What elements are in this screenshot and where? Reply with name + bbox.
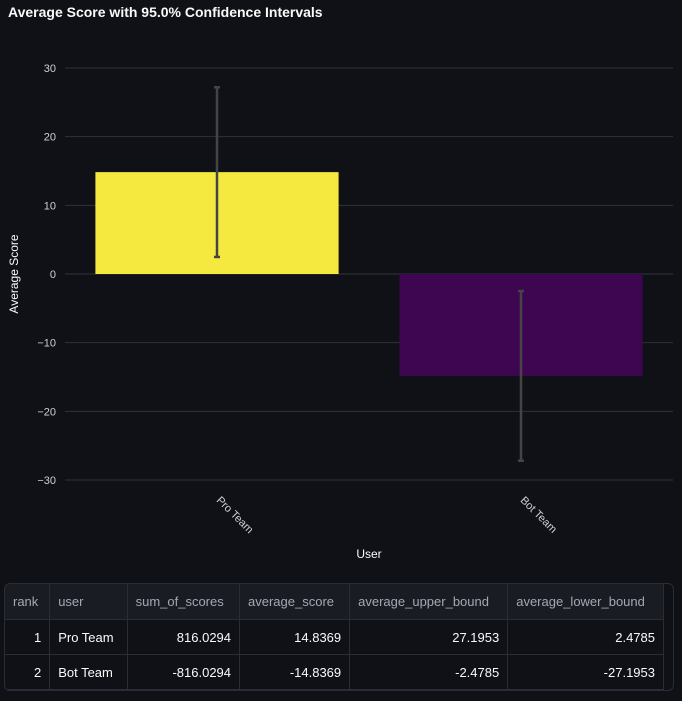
table-row: 1 Pro Team 816.0294 14.8369 27.1953 2.47…: [5, 619, 664, 655]
x-axis-label: User: [356, 547, 381, 561]
y-tick-label: 30: [44, 63, 56, 75]
cell-average[interactable]: 14.8369: [239, 619, 351, 655]
cell-average[interactable]: -14.8369: [239, 654, 351, 690]
cell-lower[interactable]: 2.4785: [507, 619, 664, 655]
y-tick-label: 0: [50, 269, 56, 281]
x-tick-label: Pro Team: [214, 494, 256, 536]
column-header[interactable]: rank: [5, 584, 51, 620]
column-header[interactable]: sum_of_scores: [127, 584, 241, 620]
column-header[interactable]: user: [49, 584, 128, 620]
column-header[interactable]: average_lower_bound: [507, 584, 664, 620]
cell-lower[interactable]: -27.1953: [507, 654, 664, 690]
cell-user[interactable]: Pro Team: [49, 619, 128, 655]
column-header[interactable]: average_upper_bound: [349, 584, 509, 620]
column-header[interactable]: average_score: [239, 584, 351, 620]
bar-chart: 30 20 10 0 −10 −20 −30 Pro Team Bot Team User Aver…: [7, 63, 673, 561]
cell-rank[interactable]: 1: [5, 619, 51, 655]
cell-user[interactable]: Bot Team: [49, 654, 128, 690]
cell-rank[interactable]: 2: [5, 654, 51, 690]
y-tick-label: −20: [37, 406, 56, 418]
y-tick-label: 10: [44, 200, 56, 212]
x-tick-label: Bot Team: [518, 494, 559, 535]
table-header-row: rank user sum_of_scores average_score av…: [5, 584, 664, 620]
cell-upper[interactable]: -2.4785: [349, 654, 509, 690]
y-tick-label: −10: [37, 338, 56, 350]
data-table[interactable]: rank user sum_of_scores average_score av…: [4, 583, 674, 691]
chart-title: Average Score with 95.0% Confidence Inte…: [8, 4, 323, 20]
cell-sum[interactable]: -816.0294: [127, 654, 241, 690]
table-row: 2 Bot Team -816.0294 -14.8369 -2.4785 -2…: [5, 654, 664, 690]
y-tick-label: 20: [44, 132, 56, 144]
cell-sum[interactable]: 816.0294: [127, 619, 241, 655]
y-tick-label: −30: [37, 475, 56, 487]
cell-upper[interactable]: 27.1953: [349, 619, 509, 655]
y-axis-label: Average Score: [7, 234, 21, 313]
